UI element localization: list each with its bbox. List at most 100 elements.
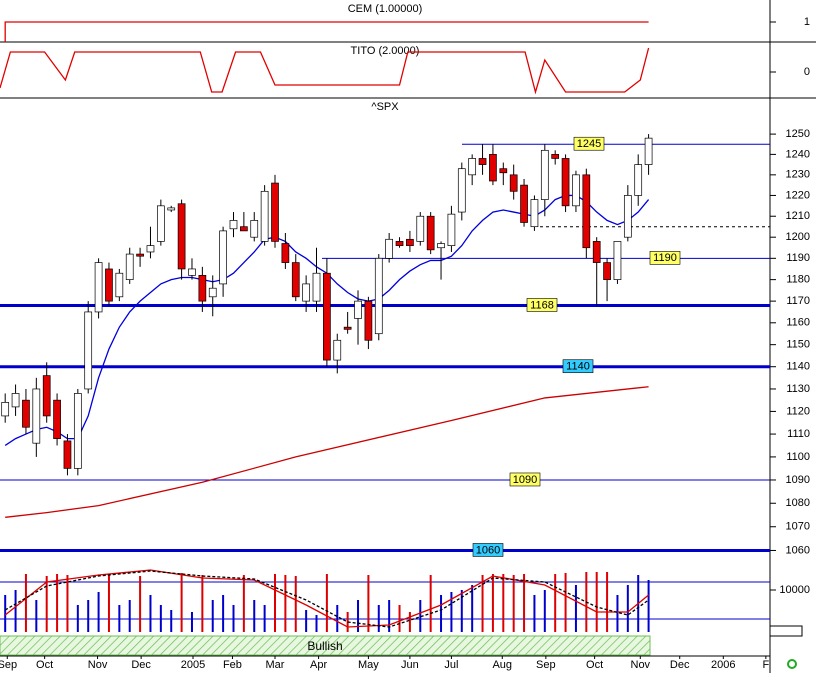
candle-body (582, 174, 591, 249)
level-label: 1060 (476, 544, 500, 556)
candle-body (146, 245, 155, 253)
panel-title: ^SPX (371, 101, 399, 113)
y-tick-label: 1230 (786, 169, 810, 181)
candle-body (312, 272, 321, 302)
candle-body (634, 164, 643, 196)
candle-body (208, 287, 217, 298)
panel-title: CEM (1.00000) (348, 3, 423, 15)
x-tick-label: F (762, 659, 769, 671)
candle-body (603, 262, 611, 280)
candle-body (73, 393, 82, 469)
y-tick-label: 1160 (786, 317, 810, 329)
y-tick-label: 1130 (786, 383, 810, 395)
band-label: Bullish (307, 639, 342, 653)
series-line (0, 47, 650, 95)
candle-body (364, 300, 373, 341)
series-line (4, 570, 649, 628)
candle-body (489, 154, 497, 182)
y-tick-label: 1210 (786, 210, 810, 222)
candle-body (302, 283, 310, 302)
y-tick-label: 1170 (786, 295, 810, 307)
level-label-box (562, 359, 594, 374)
level-label: 1168 (530, 299, 554, 311)
candle-body (323, 272, 331, 361)
x-tick-label: Sep (0, 659, 17, 671)
level-label: 1140 (566, 361, 590, 373)
candle-body (468, 158, 477, 176)
x-tick-label: Feb (223, 659, 242, 671)
candle-body (32, 388, 41, 444)
candle-body (229, 220, 238, 230)
x-tick-label: Nov (88, 659, 108, 671)
candle-body (250, 220, 259, 238)
x-tick-label: Sep (536, 659, 556, 671)
panel-title: TITO (2.0000) (351, 45, 420, 57)
y-tick-label: 1190 (786, 252, 810, 264)
candle-body (115, 272, 124, 298)
y-tick-label: 1090 (786, 474, 810, 486)
y-tick-label: 1150 (786, 339, 810, 351)
candle-body (509, 174, 518, 192)
candle-body (561, 158, 570, 207)
y-tick-label: 1070 (786, 521, 810, 533)
x-tick-label: 2005 (181, 659, 205, 671)
x-tick-label: Dec (670, 659, 690, 671)
candle-body (53, 399, 61, 439)
x-tick-label: 2006 (711, 659, 735, 671)
candle-body (572, 174, 580, 207)
series-line (5, 386, 649, 518)
candle-body (94, 262, 103, 313)
candle-body (136, 253, 144, 257)
y-tick-label: 0 (804, 66, 810, 78)
level-label: 1245 (577, 138, 601, 150)
candle-body (530, 199, 539, 228)
candle-body (42, 375, 51, 417)
candle-body (260, 190, 269, 242)
candle-body (63, 440, 72, 469)
candle-body (478, 158, 487, 165)
candle-body (291, 262, 300, 298)
series-line (4, 569, 649, 628)
candle-body (354, 300, 362, 319)
candle-body (374, 257, 383, 335)
candle-body (551, 154, 560, 159)
candle-body (457, 168, 466, 213)
candle-body (437, 243, 445, 249)
x-tick-label: Aug (492, 659, 512, 671)
candle-body (520, 184, 528, 223)
y-tick-label: 1080 (786, 497, 810, 509)
candle-body (406, 238, 414, 246)
candle-body (105, 268, 113, 302)
candle-body (644, 137, 653, 165)
x-tick-label: Jun (401, 659, 419, 671)
level-label: 1090 (513, 474, 537, 486)
band (0, 635, 651, 656)
candle-body (343, 326, 352, 330)
level-label-box (526, 298, 558, 312)
y-tick-label: 1240 (786, 148, 810, 160)
x-tick-label: Nov (631, 659, 651, 671)
status-icon (787, 659, 797, 669)
candle-body (198, 275, 207, 302)
level-label-box (649, 251, 681, 265)
candle-body (1, 402, 10, 417)
x-tick-label: Jul (444, 659, 458, 671)
y-tick-label: 1 (804, 16, 810, 28)
y-tick-label: 1220 (786, 189, 810, 201)
candle-body (333, 339, 342, 361)
x-tick-label: Mar (266, 659, 285, 671)
x-tick-label: Oct (586, 659, 603, 671)
candle-body (188, 268, 196, 276)
x-tick-label: Apr (310, 659, 327, 671)
x-tick-label: May (358, 659, 379, 671)
y-tick-label: 1200 (786, 231, 810, 243)
candle-body (281, 243, 290, 263)
y-tick-label: 1140 (786, 361, 810, 373)
level-label-box (573, 136, 605, 151)
level-label-box (509, 472, 541, 487)
candle-body (385, 238, 394, 259)
candle-body (240, 226, 248, 232)
